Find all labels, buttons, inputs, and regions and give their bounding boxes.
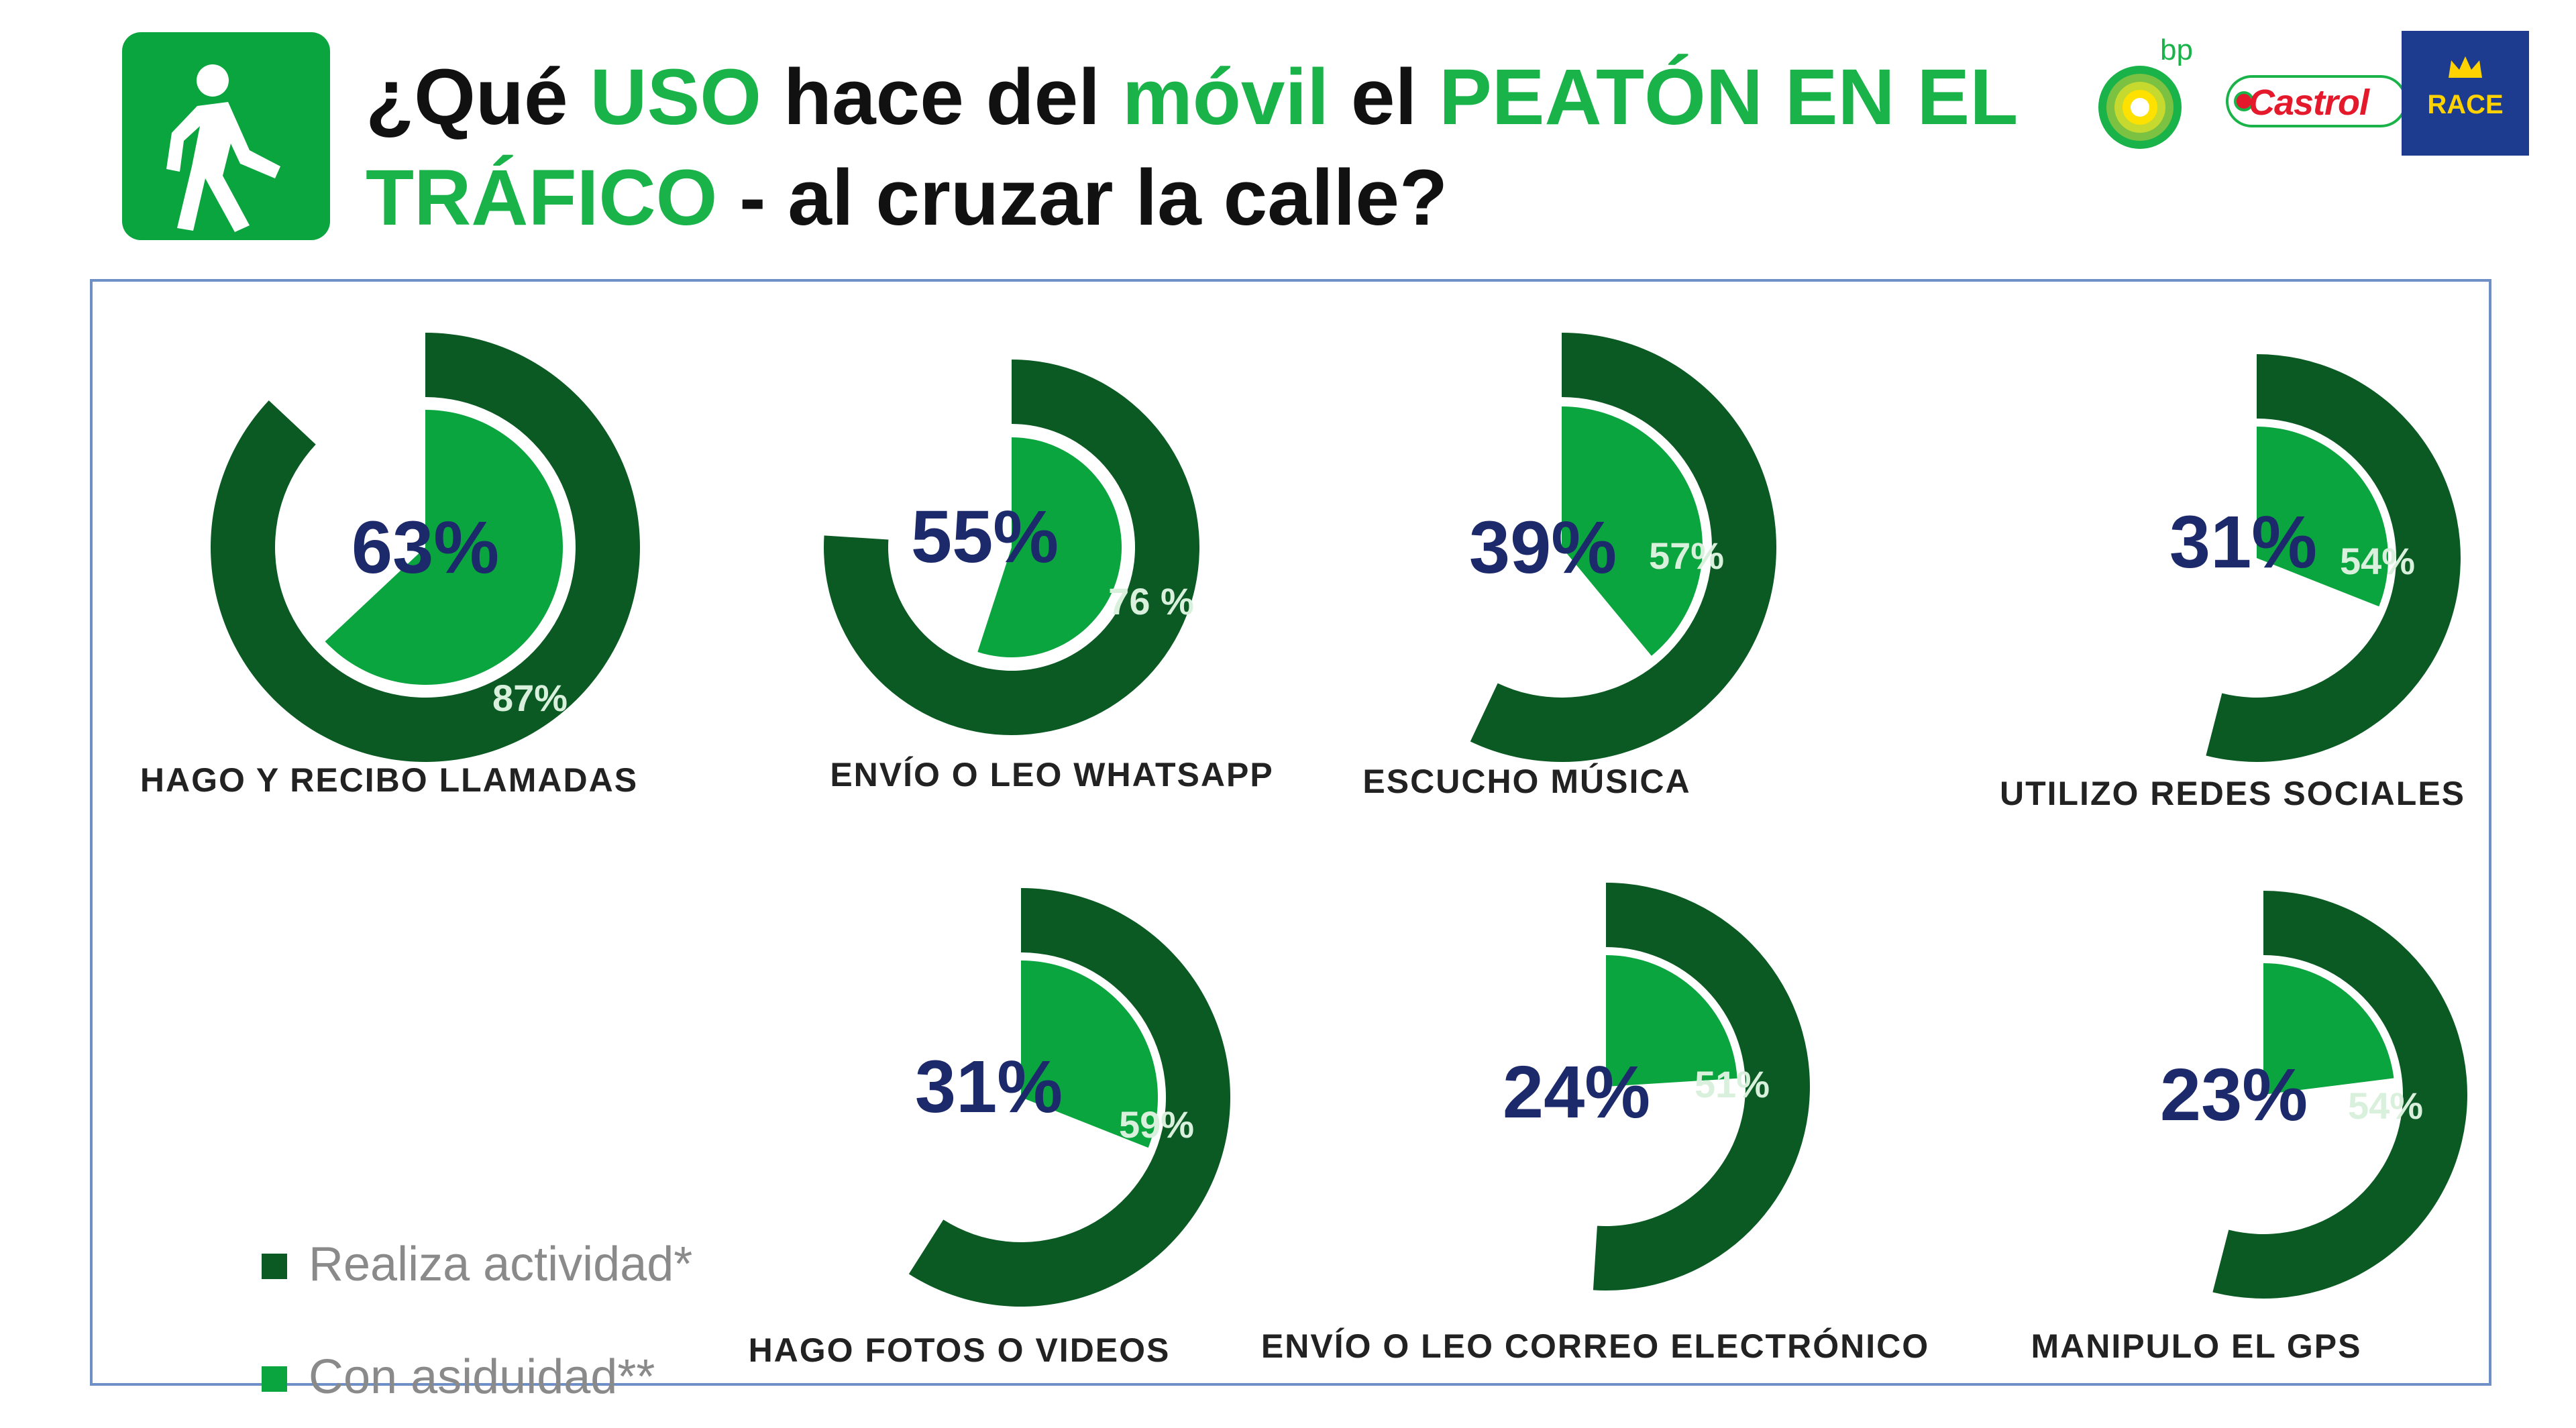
title-highlight: USO bbox=[590, 53, 762, 142]
title-text: el bbox=[1329, 53, 1440, 142]
asiduidad-value-label: 39% bbox=[1469, 506, 1617, 589]
donut-chart: 63% 87% HAGO Y RECIBO LLAMADAS bbox=[140, 333, 641, 799]
asiduidad-arc bbox=[325, 410, 564, 685]
asiduidad-arc bbox=[2257, 427, 2388, 607]
castrol-logo: Castrol bbox=[2226, 75, 2407, 127]
asiduidad-arc bbox=[1562, 406, 1703, 656]
title-highlight: móvil bbox=[1122, 53, 1330, 142]
asiduidad-arc bbox=[977, 437, 1122, 657]
donut-chart: 39% 57% ESCUCHO MÚSICA bbox=[1362, 333, 1776, 800]
realiza-value-label: 59% bbox=[1119, 1103, 1194, 1146]
donut-chart: 24% 51% ENVÍO O LEO CORREO ELECTRÓNICO bbox=[1261, 883, 1929, 1365]
realiza-value-label: 54% bbox=[2340, 540, 2415, 582]
realiza-value-label: 76 % bbox=[1108, 580, 1194, 622]
pedestrian-walking-icon bbox=[166, 64, 280, 232]
realiza-value-label: 57% bbox=[1649, 535, 1724, 577]
asiduidad-value-label: 63% bbox=[352, 506, 499, 589]
chart-panel: 63% 87% HAGO Y RECIBO LLAMADAS 55% 76 % ENVÍO… bbox=[90, 279, 2491, 1404]
asiduidad-value-label: 31% bbox=[2169, 501, 2317, 584]
castrol-logo-text: Castrol bbox=[2249, 83, 2369, 123]
category-label: HAGO FOTOS O VIDEOS bbox=[749, 1331, 1171, 1369]
pedestrian-icon-box bbox=[122, 32, 330, 240]
donut-chart: 31% 54% UTILIZO REDES SOCIALES bbox=[2000, 354, 2465, 812]
asiduidad-arc bbox=[2263, 963, 2394, 1095]
asiduidad-value-label: 55% bbox=[911, 496, 1059, 578]
sponsor-logos: bp Castrol RACE bbox=[2080, 27, 2549, 168]
title-text: ¿Qué bbox=[366, 53, 590, 142]
donut-chart: 31% 59% HAGO FOTOS O VIDEOS bbox=[749, 888, 1230, 1369]
category-label: MANIPULO EL GPS bbox=[2031, 1327, 2361, 1365]
asiduidad-value-label: 23% bbox=[2160, 1054, 2308, 1136]
asiduidad-value-label: 24% bbox=[1503, 1051, 1650, 1134]
crown-icon bbox=[2449, 56, 2482, 78]
realiza-value-label: 87% bbox=[492, 677, 568, 719]
category-label: ENVÍO O LEO CORREO ELECTRÓNICO bbox=[1261, 1327, 1929, 1365]
castrol-mark-icon bbox=[2234, 91, 2254, 111]
realiza-arc bbox=[824, 360, 1199, 735]
category-label: UTILIZO REDES SOCIALES bbox=[2000, 775, 2465, 812]
realiza-arc bbox=[210, 333, 641, 762]
asiduidad-arc bbox=[1021, 960, 1159, 1148]
category-label: ENVÍO O LEO WHATSAPP bbox=[830, 756, 1273, 793]
realiza-arc bbox=[2212, 891, 2467, 1299]
race-logo-text: RACE bbox=[2427, 90, 2504, 119]
legend-swatch-realiza bbox=[262, 1254, 287, 1279]
realiza-value-label: 54% bbox=[2348, 1085, 2423, 1127]
race-logo: RACE bbox=[2402, 31, 2529, 156]
title-text: - al cruzar la calle? bbox=[717, 154, 1448, 242]
realiza-arc bbox=[1593, 883, 1810, 1290]
asiduidad-arc bbox=[1606, 955, 1737, 1087]
donut-chart: 23% 54% MANIPULO EL GPS bbox=[2031, 891, 2467, 1365]
donut-charts: 63% 87% HAGO Y RECIBO LLAMADAS 55% 76 % ENVÍO… bbox=[140, 333, 2467, 1369]
title-highlight: PEATÓN EN EL TRÁFICO bbox=[366, 53, 2017, 242]
legend-label: Realiza actividad* bbox=[309, 1238, 693, 1291]
realiza-arc bbox=[2206, 354, 2461, 762]
realiza-value-label: 51% bbox=[1695, 1063, 1770, 1105]
legend-label: Con asiduidad** bbox=[309, 1350, 655, 1404]
category-label: ESCUCHO MÚSICA bbox=[1362, 763, 1690, 800]
title-text: hace del bbox=[761, 53, 1122, 142]
page-title: ¿Qué USO hace del móvil el PEATÓN EN EL … bbox=[366, 47, 2083, 248]
realiza-arc bbox=[908, 888, 1230, 1307]
asiduidad-value-label: 31% bbox=[915, 1046, 1063, 1128]
bp-logo-text: bp bbox=[2160, 34, 2193, 66]
legend-swatch-asiduidad bbox=[262, 1366, 287, 1392]
category-label: HAGO Y RECIBO LLAMADAS bbox=[140, 761, 638, 799]
bp-helios-logo bbox=[2098, 66, 2182, 149]
realiza-arc bbox=[1470, 333, 1776, 762]
donut-chart: 55% 76 % ENVÍO O LEO WHATSAPP bbox=[824, 360, 1273, 793]
